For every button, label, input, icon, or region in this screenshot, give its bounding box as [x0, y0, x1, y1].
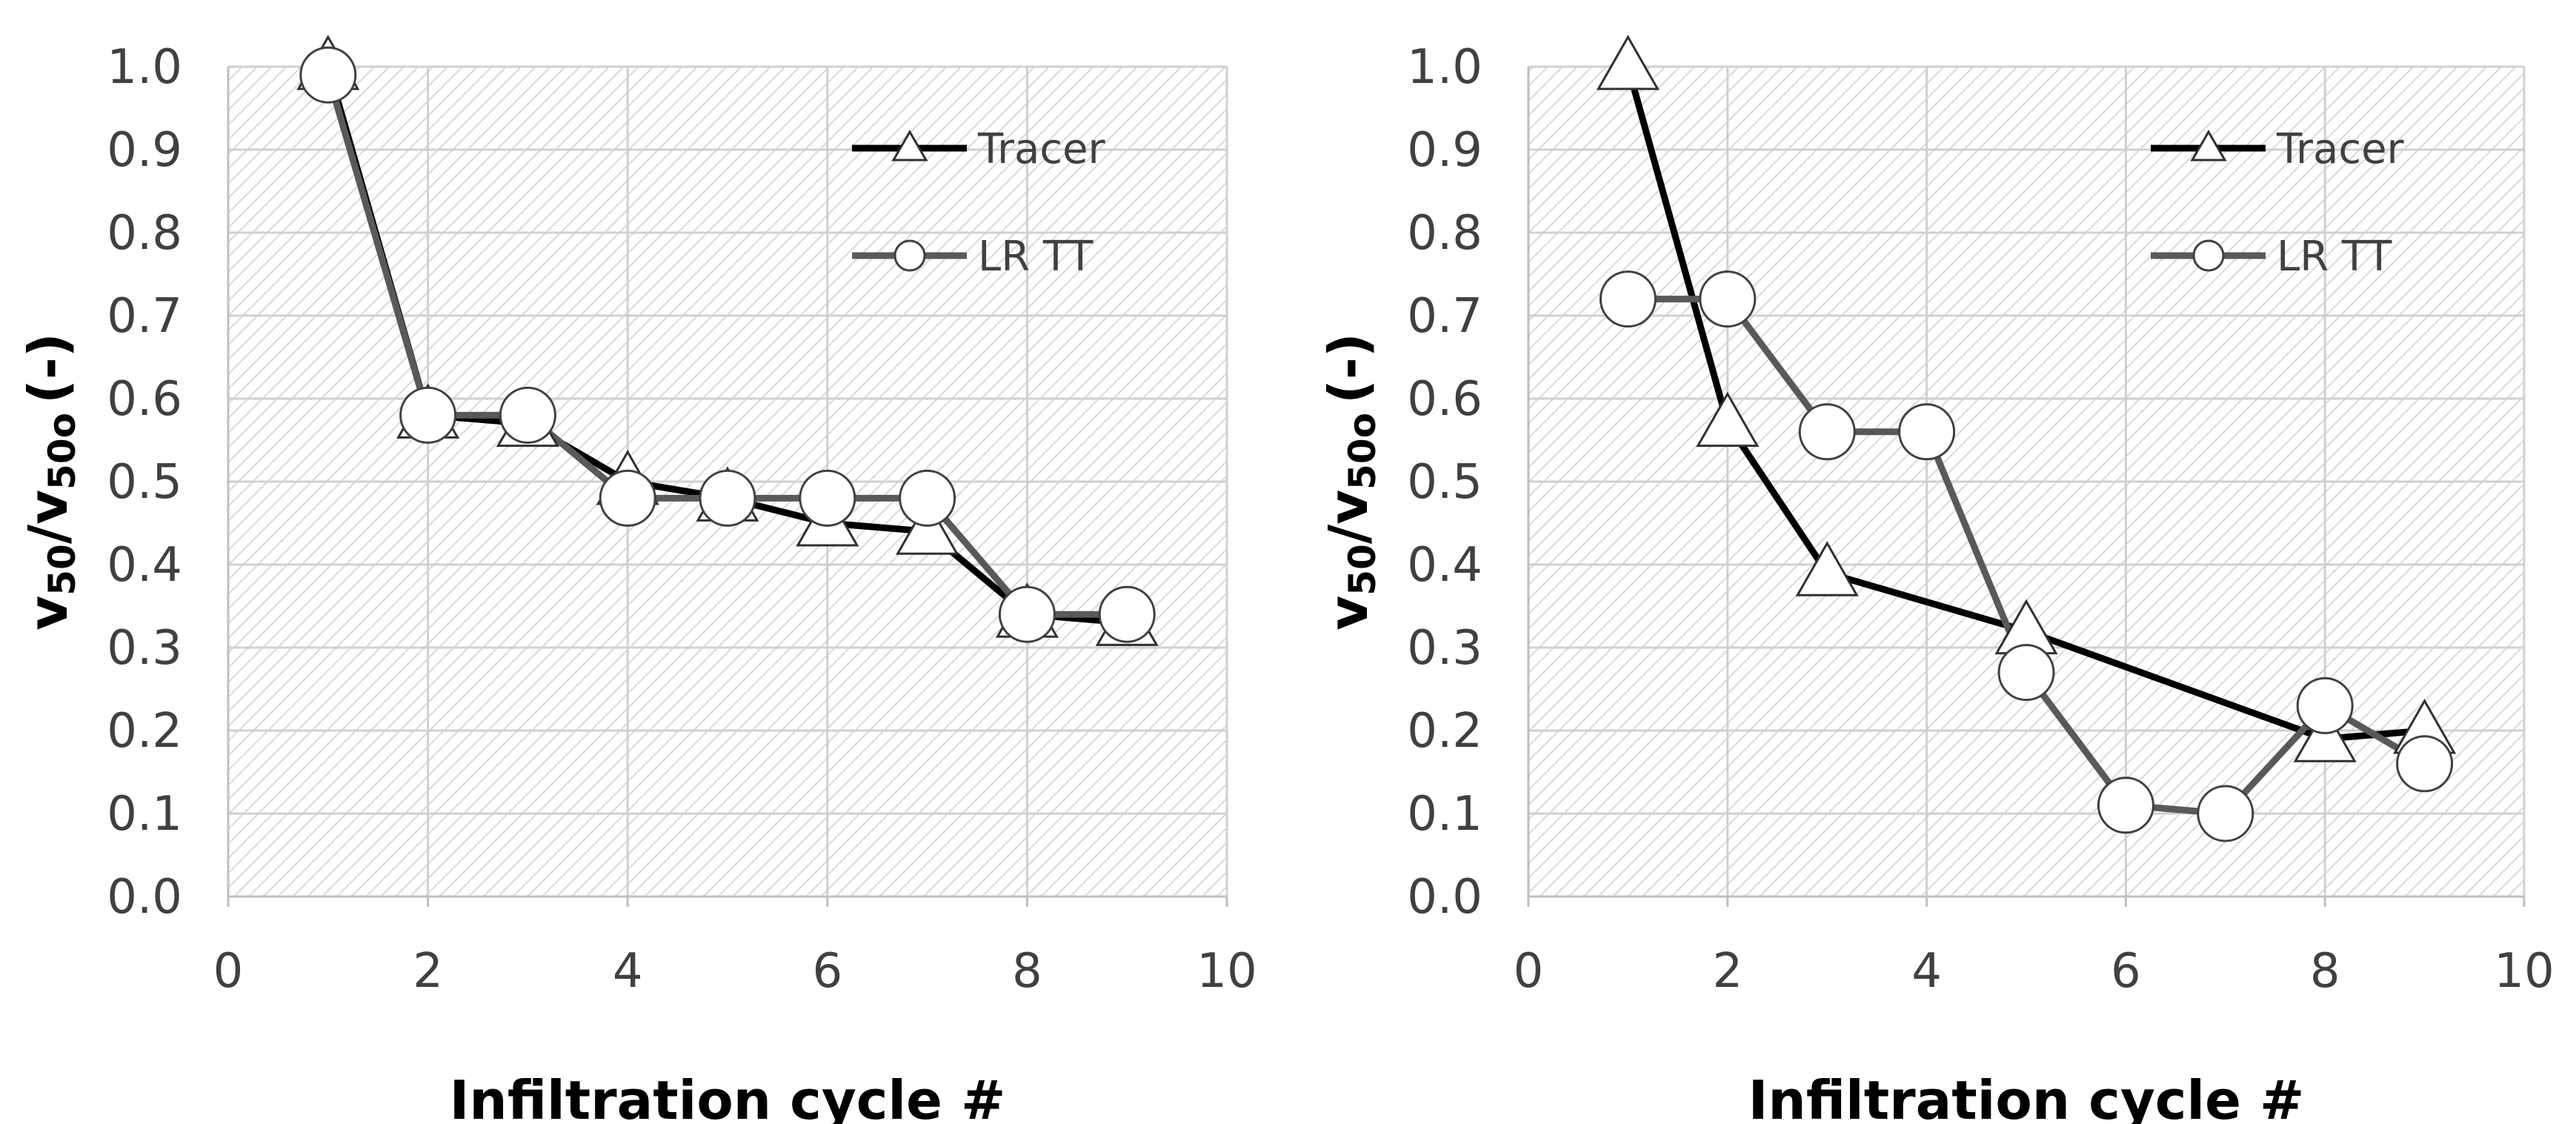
chart-1-xtick-label: 0	[213, 944, 244, 999]
chart-2-ytick-label: 0.8	[1407, 206, 1482, 261]
chart-2-xtick-label: 10	[2494, 944, 2554, 999]
chart-2-lr-tt-point	[1699, 270, 1757, 328]
chart-1-xtick-label: 6	[812, 944, 842, 999]
chart-2-y-axis-label-part: 50o	[1341, 413, 1384, 490]
chart-2-legend-marker	[2192, 239, 2225, 272]
chart-2-y-axis-label-part: 50	[1341, 544, 1384, 596]
chart-2-lr-tt-point	[1898, 403, 1956, 461]
chart-2-ytick-label: 0.1	[1407, 787, 1482, 842]
chart-1-lr-tt-point	[399, 386, 457, 444]
chart-2-lr-tt-point	[1798, 403, 1856, 461]
chart-2: 0.0 0.1 0.2 0.3 0.4 0.5 0.6 0.7 0.8 0.9 1.0 0 2 4 6 8 10…	[1317, 34, 2555, 1124]
chart-2-ytick-label: 0.9	[1407, 123, 1482, 178]
chart-1-ytick-label: 0.1	[107, 787, 182, 842]
chart-2-legend: Tracer LR TT	[2151, 125, 2405, 281]
chart-1-lr-tt-point	[499, 386, 556, 444]
chart-1-legend-label: Tracer	[977, 125, 1106, 173]
chart-1-ytick-label: 0.5	[107, 455, 182, 510]
chart-1-lr-tt-point	[299, 46, 357, 104]
chart-2-legend-label: LR TT	[2277, 233, 2392, 281]
chart-2-lr-tt-point	[2197, 785, 2254, 842]
chart-2-ytick-label: 0.3	[1407, 621, 1482, 676]
chart-2-lr-tt-point	[1599, 270, 1657, 328]
chart-2-tracer-point	[1596, 34, 1660, 90]
chart-2-y-axis-label-part: v	[1317, 596, 1379, 631]
chart-1-y-axis-label-part: v	[17, 596, 79, 631]
chart-1-y-axis-label-part: 50o	[41, 413, 84, 490]
chart-2-ytick-label: 0.7	[1407, 289, 1482, 344]
chart-1-ytick-label: 0.4	[107, 538, 182, 593]
chart-2-ytick-label: 0.6	[1407, 372, 1482, 427]
chart-1-ytick-label: 0.2	[107, 704, 182, 759]
chart-2-ytick-label: 0.0	[1407, 870, 1482, 925]
chart-1-x-axis-label: Infiltration cycle #	[450, 1069, 1006, 1124]
chart-2-tracer-point	[1795, 541, 1859, 596]
chart-1-ytick-label: 0.8	[107, 206, 182, 261]
chart-2-xtick-label: 6	[2111, 944, 2141, 999]
chart-1-lr-tt-point	[599, 469, 656, 527]
chart-1-legend-marker	[891, 130, 928, 162]
chart-1-y-axis-label: v50/v50o (-)	[17, 333, 84, 630]
chart-1-ytick-label: 0.6	[107, 372, 182, 427]
chart-1-legend: Tracer LR TT	[852, 125, 1106, 281]
chart-1-legend-marker	[893, 239, 926, 272]
chart-2-tracer-point	[1696, 391, 1760, 448]
chart-2-ytick-label: 0.4	[1407, 538, 1482, 593]
chart-1-lr-tt-point	[998, 585, 1056, 643]
chart-1-ytick-label: 0.7	[107, 289, 182, 344]
chart-2-y-axis-label-part: /v	[1317, 490, 1379, 544]
chart-1-legend-label: LR TT	[978, 233, 1094, 281]
chart-2-y-axis-label-part: (-)	[1317, 333, 1379, 404]
chart-1-lr-tt-point	[899, 469, 956, 527]
chart-1-y-axis-label-part: (-)	[17, 333, 79, 404]
chart-2-xtick-label: 0	[1514, 944, 1544, 999]
chart-1-lr-tt-point	[1098, 585, 1156, 643]
chart-1-ytick-label: 0.0	[107, 870, 182, 925]
chart-1-y-axis-label-part: 50	[41, 544, 84, 596]
chart-1-y-axis-label-part: /v	[17, 490, 79, 544]
chart-2-lr-tt-point	[2097, 777, 2154, 834]
chart-2-ytick-label: 0.2	[1407, 704, 1482, 759]
chart-1-ytick-label: 0.9	[107, 123, 182, 178]
chart-1: 0.0 0.1 0.2 0.3 0.4 0.5 0.6 0.7 0.8 0.9 1.0 0 2 4 6 8 10…	[17, 34, 1257, 1124]
chart-1-xtick-label: 4	[613, 944, 643, 999]
chart-1-tracer-point	[896, 499, 959, 555]
chart-2-ytick-label: 1.0	[1407, 40, 1482, 95]
chart-2-legend-marker	[2190, 130, 2227, 162]
chart-1-xtick-label: 2	[413, 944, 443, 999]
chart-2-lr-tt-point	[1997, 644, 2055, 702]
chart-2-lr-tt-point	[2396, 735, 2454, 793]
chart-1-lr-tt-point	[699, 469, 756, 527]
chart-1-lr-tt-point	[799, 469, 856, 527]
chart-1-xtick-label: 8	[1012, 944, 1042, 999]
chart-2-lr-tt-point	[2296, 676, 2354, 734]
chart-2-xtick-label: 2	[1712, 944, 1743, 999]
chart-2-tracer-point	[2293, 707, 2357, 762]
chart-1-ytick-label: 1.0	[107, 40, 182, 95]
chart-1-xtick-label: 10	[1197, 944, 1257, 999]
chart-2-legend-label: Tracer	[2276, 125, 2405, 173]
chart-2-ytick-label: 0.5	[1407, 455, 1482, 510]
chart-2-xtick-label: 8	[2310, 944, 2340, 999]
chart-1-ytick-label: 0.3	[107, 621, 182, 676]
chart-2-xtick-label: 4	[1911, 944, 1942, 999]
chart-2-x-axis-label: Infiltration cycle #	[1748, 1069, 2305, 1124]
chart-2-y-axis-label: v50/v50o (-)	[1317, 333, 1384, 630]
